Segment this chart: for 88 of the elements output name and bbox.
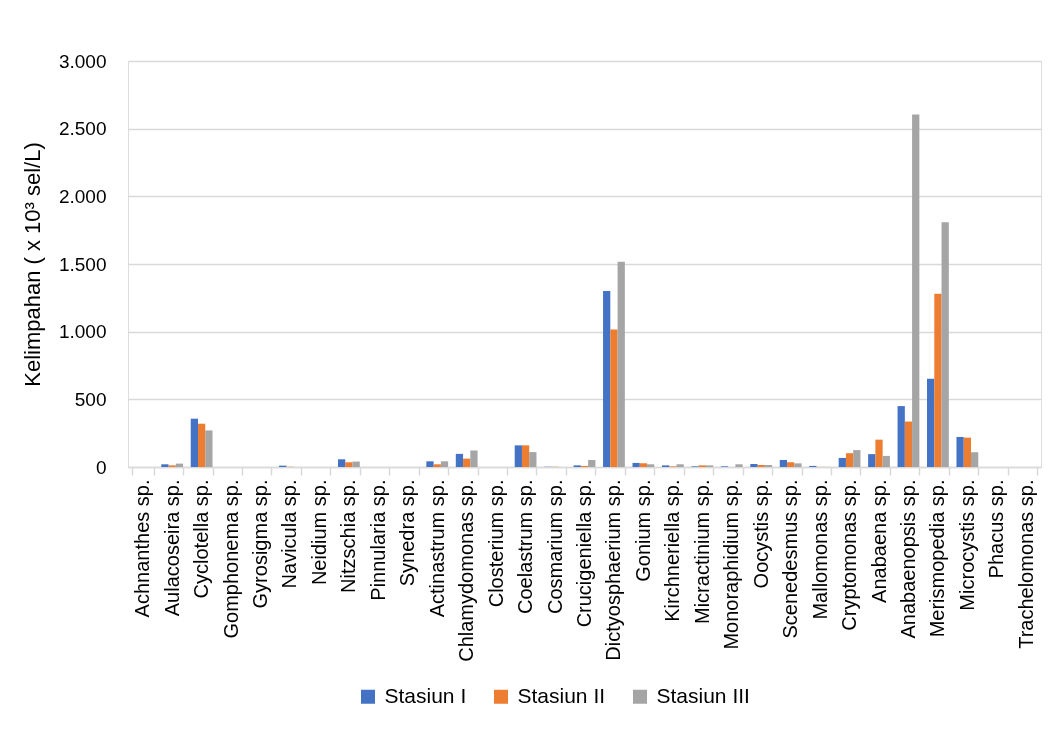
bar: [882, 455, 890, 467]
bar: [787, 462, 795, 467]
y-tick-label: 3.000: [58, 50, 107, 72]
bar: [603, 291, 611, 467]
x-tick-label: Chlamydomonas sp.: [455, 479, 478, 662]
bar: [750, 464, 758, 467]
bar: [433, 464, 441, 467]
x-tick-label: Micractinium sp.: [690, 479, 713, 624]
y-tick-label: 0: [95, 456, 107, 478]
bar: [927, 378, 935, 467]
bar: [205, 430, 213, 467]
bar: [912, 114, 920, 467]
x-tick-label: Dictyosphaerium sp.: [602, 479, 625, 661]
bar: [617, 261, 625, 467]
bar: [845, 453, 854, 467]
x-tick-label: Achnanthes sp.: [131, 479, 154, 618]
x-tick-label: Aulacoseira sp.: [160, 479, 183, 617]
x-tick-label: Cosmarium sp.: [543, 479, 566, 614]
x-tick-label: Kirchneriella sp.: [661, 479, 684, 622]
bar: [198, 423, 206, 467]
bar: [853, 450, 861, 467]
x-tick-label: Navicula sp.: [278, 479, 301, 589]
bar: [956, 436, 964, 467]
y-tick-label: 1.000: [58, 321, 107, 343]
x-tick-label: Synedra sp.: [396, 479, 419, 587]
y-tick-label: 2.000: [58, 185, 107, 207]
bar: [676, 464, 684, 467]
x-tick-label: Gomphonema sp.: [219, 479, 242, 639]
bar: [934, 293, 942, 467]
x-tick-label: Crucigeniella sp.: [573, 479, 595, 628]
bar: [352, 461, 360, 467]
bar: [735, 464, 743, 467]
bar: [455, 453, 464, 467]
bar: [470, 450, 478, 467]
bar: [757, 464, 765, 467]
bar: [963, 437, 971, 467]
bar: [647, 464, 655, 467]
x-tick-label: Phacus sp.: [985, 479, 1008, 579]
x-tick-label: Microcystis sp.: [955, 479, 978, 611]
x-tick-label: Pinnularia sp.: [366, 479, 389, 601]
y-tick-label: 1.500: [58, 253, 107, 275]
bar: [521, 445, 530, 467]
bar: [161, 464, 169, 467]
legend-label: Stasiun I: [384, 683, 467, 707]
bar: [337, 459, 346, 467]
x-tick-label: Cyclotella sp.: [190, 479, 213, 599]
x-tick-label: Oocystis sp.: [749, 479, 772, 589]
bar: [345, 462, 353, 467]
x-tick-label: Monoraphidium sp.: [720, 479, 743, 650]
x-tick-label: Actinastrum sp.: [425, 479, 448, 618]
bar: [779, 459, 788, 467]
bar: [514, 445, 522, 467]
legend-label: Stasiun III: [656, 683, 750, 707]
bar: [764, 464, 773, 467]
bar: [868, 454, 876, 467]
x-tick-label: Scenedesmus sp.: [779, 479, 802, 639]
x-tick-label: Neidium sp.: [307, 479, 330, 586]
x-tick-label: Cryptomonas sp.: [838, 479, 861, 631]
bar: [440, 461, 449, 467]
bar: [588, 459, 596, 467]
bar: [875, 439, 883, 467]
bar: [529, 452, 537, 467]
x-tick-label: Coelastrum sp.: [514, 479, 537, 614]
x-tick-label: Merismopedia sp.: [926, 479, 949, 638]
bar: [426, 461, 434, 467]
x-tick-label: Gonium sp.: [631, 479, 654, 582]
bar: [463, 458, 471, 467]
x-tick-label: Anabaena sp.: [867, 479, 890, 603]
bar: [610, 329, 618, 467]
y-tick-label: 2.500: [58, 118, 107, 140]
bar: [794, 463, 802, 467]
bar: [632, 462, 640, 467]
x-tick-label: Gyrosigma sp.: [249, 479, 272, 609]
bar: [639, 463, 648, 467]
x-tick-label: Mallomonas sp.: [808, 479, 831, 620]
x-tick-label: Trachelomonas sp.: [1014, 479, 1037, 649]
bar: [941, 222, 949, 467]
legend-label: Stasiun II: [517, 683, 606, 707]
bar: [897, 406, 905, 467]
bar: [838, 457, 846, 467]
x-tick-label: Anabaenopsis sp.: [896, 479, 919, 639]
bar: [904, 421, 913, 467]
y-axis-title: Kelimpahan ( x 10³ sel/L): [19, 142, 45, 387]
x-tick-label: Nitzschia sp.: [337, 479, 360, 593]
bar: [971, 452, 979, 467]
bar: [190, 418, 198, 467]
x-tick-label: Closterium sp.: [484, 479, 507, 608]
y-tick-label: 500: [74, 388, 107, 410]
